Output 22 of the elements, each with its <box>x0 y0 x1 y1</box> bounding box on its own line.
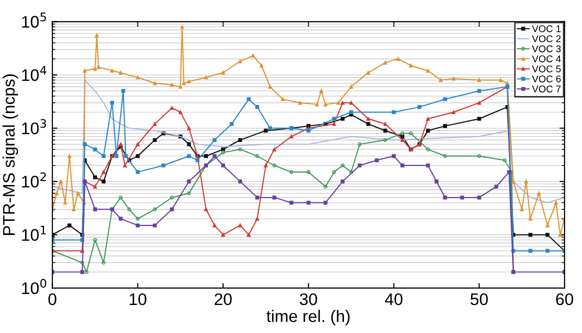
legend-label: VOC 1 <box>532 25 561 32</box>
legend-label: VOC 2 <box>532 35 561 42</box>
legend-label: VOC 7 <box>532 86 561 92</box>
y-tick-label: 10$^{2}$ <box>22 172 46 188</box>
x-tick-label: 30 <box>300 293 318 306</box>
x-tick-label: 40 <box>384 293 402 306</box>
legend-label: VOC 3 <box>532 45 561 52</box>
y-tick-label: 10$^{4}$ <box>22 66 46 82</box>
legend-label: VOC 6 <box>532 75 561 82</box>
y-tick-label: 10$^{1}$ <box>22 226 46 241</box>
y-axis-title: PTR-MS signal (ncps) <box>2 74 18 235</box>
legend-label: VOC 5 <box>532 65 561 72</box>
y-tick-label: 10$^{5}$ <box>22 12 46 28</box>
x-tick-label: 60 <box>556 293 574 306</box>
y-tick-label: 10$^{0}$ <box>22 278 46 294</box>
x-tick-label: 20 <box>214 293 232 306</box>
x-axis-title: time rel. (h) <box>266 310 350 326</box>
legend-label: VOC 4 <box>532 55 561 62</box>
y-tick-label: 10$^{3}$ <box>22 119 46 134</box>
x-tick-label: 0 <box>48 293 56 306</box>
x-tick-label: 10 <box>130 293 146 306</box>
x-tick-label: 50 <box>470 293 488 306</box>
